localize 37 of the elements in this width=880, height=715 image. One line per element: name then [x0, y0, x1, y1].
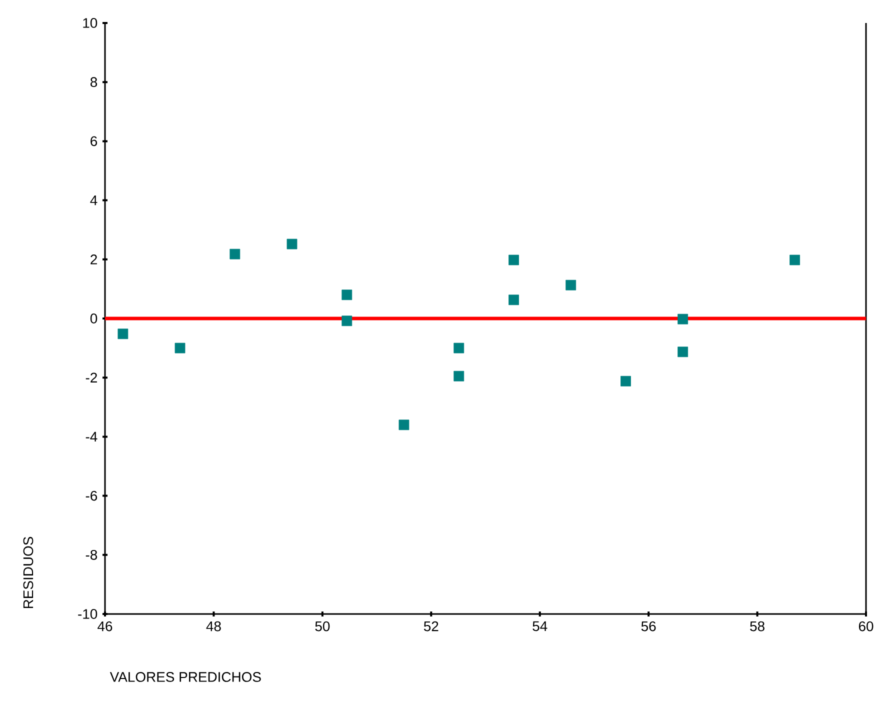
point — [454, 342, 464, 354]
y-tick-label: -10 — [78, 609, 98, 619]
y-tick-label: 2 — [90, 254, 97, 264]
point — [620, 376, 631, 386]
x-tick-label: 48 — [206, 621, 221, 632]
y-tick-label: 0 — [90, 314, 98, 324]
y-axis-title: RESIDUOS — [23, 536, 34, 608]
point — [230, 248, 240, 260]
x-tick-label: 52 — [424, 621, 438, 632]
x-axis-title: VALORES PREDICHOS — [110, 672, 261, 682]
point — [508, 254, 519, 266]
point — [678, 346, 688, 358]
y-tick-label: 4 — [90, 196, 98, 206]
point — [342, 290, 352, 300]
y-tick-label: -2 — [86, 372, 97, 382]
point — [118, 328, 128, 340]
point — [678, 314, 688, 324]
point — [454, 370, 464, 382]
point — [286, 238, 298, 250]
y-tick-label: -4 — [86, 432, 98, 442]
x-tick-label: 60 — [858, 621, 874, 632]
point — [790, 254, 800, 266]
point — [174, 342, 186, 354]
point — [398, 420, 410, 430]
y-tick-label: 10 — [83, 18, 98, 28]
x-tick-label: 54 — [532, 621, 548, 632]
y-tick-label: 8 — [90, 77, 98, 88]
y-tick-label: 6 — [90, 136, 98, 146]
point — [566, 280, 576, 290]
y-tick-label: -6 — [86, 490, 98, 501]
x-tick-label: 58 — [750, 621, 764, 632]
x-tick-label: 50 — [315, 621, 330, 632]
point — [508, 294, 519, 306]
y-tick-label: -8 — [86, 550, 98, 560]
x-tick-label: 56 — [641, 621, 656, 632]
point — [342, 316, 352, 326]
x-tick-label: 46 — [98, 621, 112, 632]
